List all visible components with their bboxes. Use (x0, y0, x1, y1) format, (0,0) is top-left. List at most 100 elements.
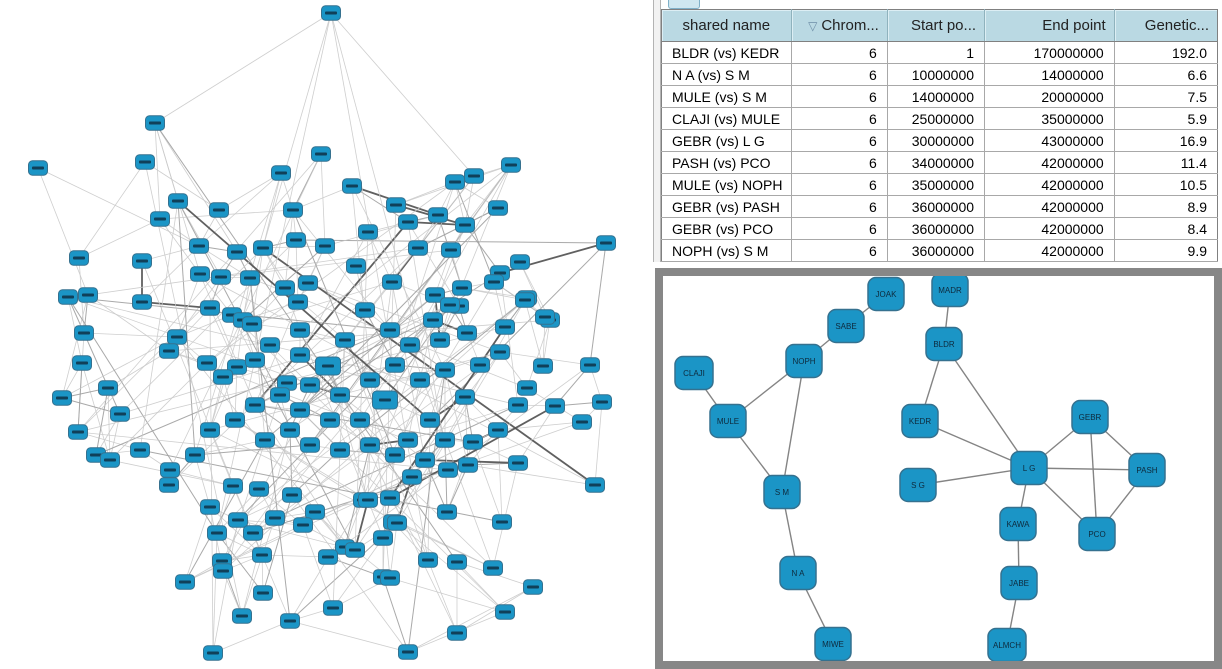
cell-value[interactable]: 170000000 (984, 41, 1115, 64)
table-row[interactable]: NOPH (vs) S M 6 36000000 42000000 9.9 (661, 239, 1218, 262)
cell-value[interactable]: 6 (791, 129, 888, 152)
cell-value[interactable]: 8.4 (1114, 217, 1218, 240)
network-node[interactable] (779, 555, 817, 591)
cell-value[interactable]: 42000000 (984, 173, 1115, 196)
cell-value[interactable]: 35000000 (887, 173, 986, 196)
subnetwork-panel[interactable]: JOAK MADR SABE BLDR NOPH CLAJI GEBR MULE KEDR L G… (655, 268, 1222, 669)
cell-value[interactable]: 6.6 (1114, 63, 1218, 86)
cell-value[interactable]: 43000000 (984, 129, 1115, 152)
cell-value[interactable]: 6 (791, 41, 888, 64)
network-node[interactable] (1078, 516, 1116, 552)
column-header-shared-name[interactable]: shared name (661, 9, 792, 42)
network-node[interactable] (899, 467, 937, 503)
filter-icon[interactable]: ▽ (808, 19, 818, 33)
cell-value[interactable]: 6 (791, 63, 888, 86)
cell-value[interactable]: 6 (791, 239, 888, 262)
node-label (244, 276, 256, 280)
table-row[interactable]: BLDR (vs) KEDR 6 1 170000000 192.0 (661, 41, 1218, 64)
node-label (456, 286, 468, 290)
overview-network-canvas[interactable] (0, 0, 648, 669)
network-node[interactable] (901, 403, 939, 439)
cell-value[interactable]: 6 (791, 107, 888, 130)
cell-value[interactable]: 6 (791, 173, 888, 196)
column-header-start-position[interactable]: Start po... (887, 9, 986, 42)
cell-value[interactable]: 20000000 (984, 85, 1115, 108)
network-node[interactable] (1010, 450, 1048, 486)
cell-shared-name[interactable]: GEBR (vs) L G (661, 129, 792, 152)
cell-shared-name[interactable]: N A (vs) S M (661, 63, 792, 86)
cell-value[interactable]: 5.9 (1114, 107, 1218, 130)
column-header-chromosome[interactable]: ▽ Chrom... (791, 9, 888, 42)
subnetwork-view: JOAK MADR SABE BLDR NOPH CLAJI GEBR MULE KEDR L G… (674, 272, 1166, 663)
network-edge (364, 309, 396, 366)
network-node[interactable] (814, 626, 852, 662)
cell-value[interactable]: 16.9 (1114, 129, 1218, 152)
network-node[interactable] (925, 326, 963, 362)
cell-value[interactable]: 36000000 (887, 217, 986, 240)
network-edge (141, 301, 211, 309)
table-row[interactable]: MULE (vs) S M 6 14000000 20000000 7.5 (661, 85, 1218, 108)
table-row[interactable]: N A (vs) S M 6 10000000 14000000 6.6 (661, 63, 1218, 86)
cell-value[interactable]: 7.5 (1114, 85, 1218, 108)
network-node[interactable] (999, 506, 1037, 542)
table-row[interactable]: GEBR (vs) L G 6 30000000 43000000 16.9 (661, 129, 1218, 152)
column-header-end-point[interactable]: End point (984, 9, 1115, 42)
cell-value[interactable]: 9.9 (1114, 239, 1218, 262)
table-row[interactable]: MULE (vs) NOPH 6 35000000 42000000 10.5 (661, 173, 1218, 196)
node-label (496, 520, 508, 524)
network-node[interactable] (709, 403, 747, 439)
cell-value[interactable]: 42000000 (984, 195, 1115, 218)
network-node[interactable] (1128, 452, 1166, 488)
node-label (589, 483, 601, 487)
cell-shared-name[interactable]: CLAJI (vs) MULE (661, 107, 792, 130)
network-node[interactable] (785, 343, 823, 379)
node-label (499, 325, 511, 329)
cell-value[interactable]: 14000000 (887, 85, 986, 108)
cell-shared-name[interactable]: GEBR (vs) PASH (661, 195, 792, 218)
cell-value[interactable]: 10000000 (887, 63, 986, 86)
cell-value[interactable]: 1 (887, 41, 986, 64)
network-edge (517, 405, 556, 464)
cell-value[interactable]: 25000000 (887, 107, 986, 130)
panel-tab[interactable] (668, 0, 700, 9)
table-row[interactable]: GEBR (vs) PCO 6 36000000 42000000 8.4 (661, 217, 1218, 240)
table-row[interactable]: CLAJI (vs) MULE 6 25000000 35000000 5.9 (661, 107, 1218, 130)
node-label (256, 553, 268, 557)
cell-value[interactable]: 10.5 (1114, 173, 1218, 196)
cell-value[interactable]: 6 (791, 195, 888, 218)
node-label (32, 166, 44, 170)
cell-shared-name[interactable]: BLDR (vs) KEDR (661, 41, 792, 64)
cell-shared-name[interactable]: PASH (vs) PCO (661, 151, 792, 174)
network-node[interactable] (827, 308, 865, 344)
cell-value[interactable]: 6 (791, 151, 888, 174)
table-row[interactable]: GEBR (vs) PASH 6 36000000 42000000 8.9 (661, 195, 1218, 218)
column-header-genetic[interactable]: Genetic... (1114, 9, 1218, 42)
network-node[interactable] (674, 355, 714, 391)
cell-value[interactable]: 42000000 (984, 239, 1115, 262)
network-node[interactable] (867, 276, 905, 312)
panel-splitter[interactable] (653, 0, 661, 262)
cell-shared-name[interactable]: GEBR (vs) PCO (661, 217, 792, 240)
node-label: JOAK (876, 290, 898, 299)
cell-value[interactable]: 6 (791, 85, 888, 108)
cell-value[interactable]: 36000000 (887, 195, 986, 218)
network-node[interactable] (763, 474, 801, 510)
cell-shared-name[interactable]: NOPH (vs) S M (661, 239, 792, 262)
cell-value[interactable]: 192.0 (1114, 41, 1218, 64)
network-node[interactable] (1071, 399, 1109, 435)
cell-shared-name[interactable]: MULE (vs) S M (661, 85, 792, 108)
table-row[interactable]: PASH (vs) PCO 6 34000000 42000000 11.4 (661, 151, 1218, 174)
cell-shared-name[interactable]: MULE (vs) NOPH (661, 173, 792, 196)
cell-value[interactable]: 30000000 (887, 129, 986, 152)
cell-value[interactable]: 34000000 (887, 151, 986, 174)
cell-value[interactable]: 36000000 (887, 239, 986, 262)
cell-value[interactable]: 42000000 (984, 217, 1115, 240)
node-label (136, 259, 148, 263)
cell-value[interactable]: 11.4 (1114, 151, 1218, 174)
cell-value[interactable]: 8.9 (1114, 195, 1218, 218)
network-node[interactable] (1000, 565, 1038, 601)
cell-value[interactable]: 42000000 (984, 151, 1115, 174)
cell-value[interactable]: 6 (791, 217, 888, 240)
cell-value[interactable]: 35000000 (984, 107, 1115, 130)
cell-value[interactable]: 14000000 (984, 63, 1115, 86)
